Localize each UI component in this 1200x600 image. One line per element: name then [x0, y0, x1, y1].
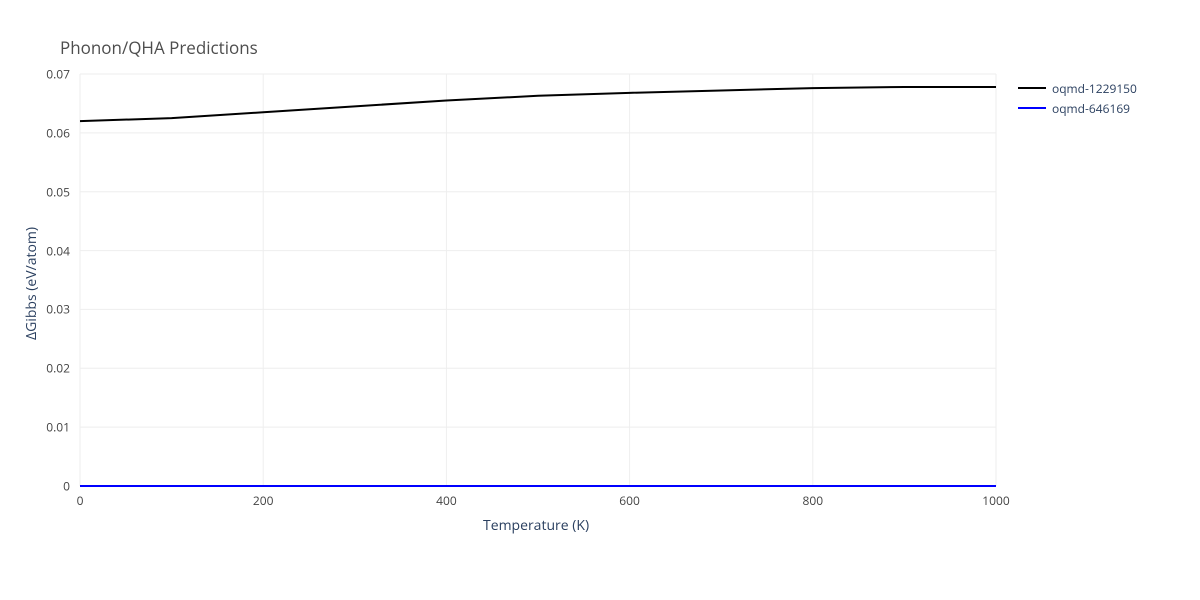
plot-area[interactable]: [80, 74, 996, 486]
x-tick-label: 1000: [982, 492, 1009, 509]
legend-label: oqmd-646169: [1052, 100, 1130, 117]
legend-item-oqmd-646169[interactable]: oqmd-646169: [1018, 98, 1137, 118]
y-tick-label: 0.05: [38, 183, 70, 200]
legend-swatch: [1018, 107, 1046, 109]
y-tick-label: 0.04: [38, 242, 70, 259]
x-axis-label: Temperature (K): [483, 516, 589, 535]
y-tick-label: 0: [38, 478, 70, 495]
x-tick-label: 200: [253, 492, 274, 509]
series-line-oqmd-1229150[interactable]: [80, 87, 996, 121]
chart-container: Phonon/QHA Predictions 0 200 400 600 800 1000…: [0, 0, 1200, 600]
legend-swatch: [1018, 87, 1046, 89]
x-tick-label: 0: [77, 492, 84, 509]
legend-item-oqmd-1229150[interactable]: oqmd-1229150: [1018, 78, 1137, 98]
y-tick-label: 0.03: [38, 301, 70, 318]
chart-title: Phonon/QHA Predictions: [60, 36, 258, 59]
legend-label: oqmd-1229150: [1052, 80, 1137, 97]
y-axis-label: ΔGibbs (eV/atom): [22, 227, 41, 340]
y-tick-label: 0.06: [38, 124, 70, 141]
x-tick-label: 800: [803, 492, 824, 509]
y-tick-label: 0.02: [38, 360, 70, 377]
legend: oqmd-1229150 oqmd-646169: [1018, 78, 1137, 118]
x-tick-label: 400: [436, 492, 457, 509]
plot-svg: [80, 74, 996, 486]
x-tick-label: 600: [619, 492, 640, 509]
y-tick-label: 0.07: [38, 66, 70, 83]
y-tick-label: 0.01: [38, 419, 70, 436]
